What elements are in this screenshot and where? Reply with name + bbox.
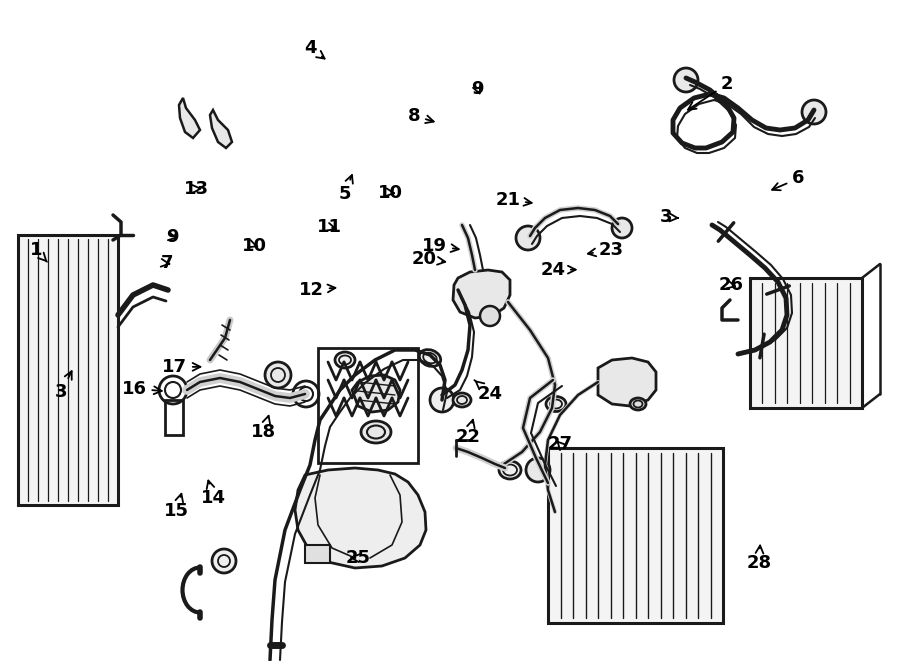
Circle shape (265, 362, 291, 388)
Polygon shape (179, 98, 200, 138)
Text: 2: 2 (688, 75, 734, 110)
Text: 10: 10 (242, 237, 267, 254)
Text: 4: 4 (304, 39, 325, 59)
Text: 24: 24 (540, 260, 576, 279)
Text: 24: 24 (474, 380, 503, 403)
Circle shape (526, 458, 550, 482)
Circle shape (430, 388, 454, 412)
Ellipse shape (335, 352, 355, 368)
Polygon shape (352, 375, 400, 412)
Ellipse shape (419, 350, 441, 366)
Polygon shape (598, 358, 656, 406)
Text: 17: 17 (162, 358, 201, 376)
Text: 3: 3 (660, 208, 679, 226)
Polygon shape (453, 270, 510, 318)
Text: 28: 28 (746, 545, 771, 572)
Text: 25: 25 (346, 549, 371, 567)
Polygon shape (210, 110, 232, 148)
Ellipse shape (499, 461, 521, 479)
Text: 16: 16 (122, 379, 162, 398)
Text: 3: 3 (55, 371, 72, 401)
Bar (18, 235, 118, 505)
Text: 18: 18 (251, 416, 276, 441)
Text: 26: 26 (718, 276, 743, 294)
Text: 12: 12 (299, 280, 336, 299)
Bar (548, 448, 723, 623)
Text: 22: 22 (455, 420, 481, 446)
Text: 15: 15 (164, 494, 189, 520)
Text: 20: 20 (411, 250, 446, 268)
Text: 13: 13 (184, 180, 209, 198)
Text: 19: 19 (422, 237, 459, 255)
Text: 5: 5 (338, 175, 353, 203)
Ellipse shape (361, 421, 391, 443)
Ellipse shape (630, 398, 646, 410)
Circle shape (674, 68, 698, 92)
Text: 8: 8 (408, 106, 434, 125)
Ellipse shape (453, 393, 471, 407)
Text: 9: 9 (472, 80, 484, 98)
Circle shape (802, 100, 826, 124)
Polygon shape (295, 468, 426, 568)
Text: 14: 14 (201, 481, 226, 507)
Text: 1: 1 (30, 241, 47, 262)
Text: 9: 9 (166, 228, 179, 246)
Bar (305, 545, 330, 563)
Text: 10: 10 (378, 184, 403, 202)
Text: 7: 7 (160, 254, 173, 272)
Ellipse shape (546, 397, 566, 412)
Bar (750, 278, 862, 408)
Bar (165, 400, 183, 435)
Circle shape (612, 218, 632, 238)
Text: 6: 6 (772, 169, 805, 190)
Circle shape (212, 549, 236, 573)
Text: 27: 27 (547, 435, 572, 453)
Circle shape (480, 306, 500, 326)
Circle shape (516, 226, 540, 250)
Text: 23: 23 (588, 241, 624, 259)
Bar (318, 348, 418, 463)
Text: 21: 21 (495, 190, 532, 209)
Text: 11: 11 (317, 218, 342, 236)
